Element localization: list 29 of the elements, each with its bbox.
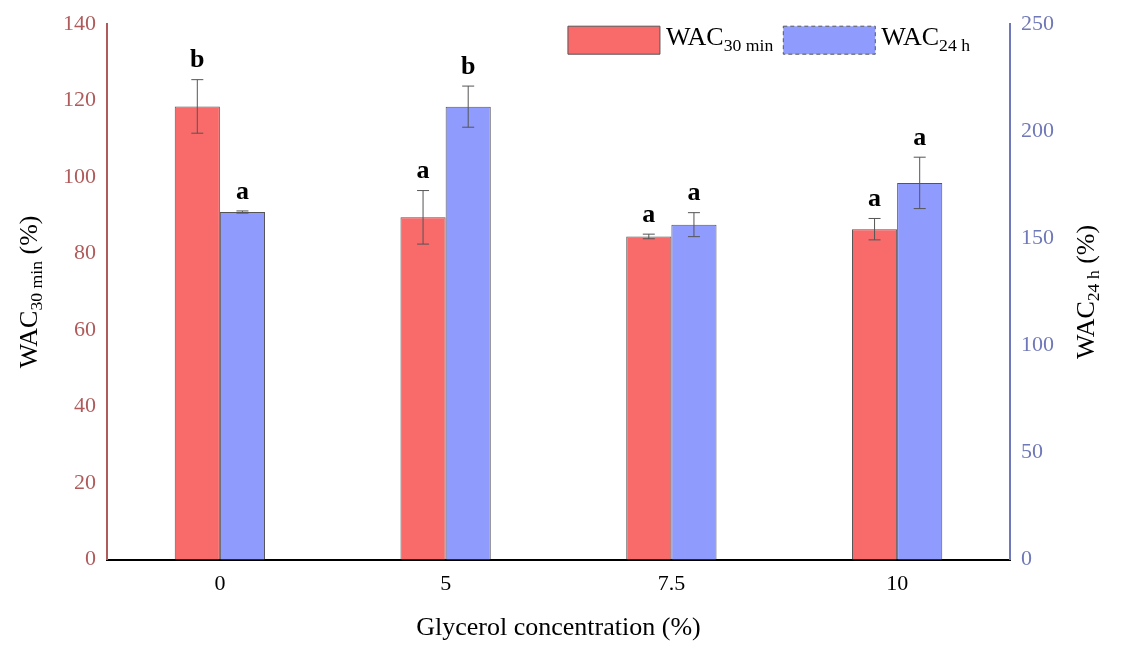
x-tick-label: 0 xyxy=(214,569,226,595)
data-label: a xyxy=(642,198,656,228)
y2-tick-label: 250 xyxy=(1021,9,1054,35)
data-label: a xyxy=(416,155,430,185)
y-tick-label: 100 xyxy=(63,162,96,188)
y-tick-label: 140 xyxy=(63,9,96,35)
data-label: a xyxy=(687,177,701,207)
y2-tick-label: 0 xyxy=(1021,545,1032,571)
x-tick-label: 10 xyxy=(886,569,909,595)
y2-tick-label: 100 xyxy=(1021,331,1054,357)
y-axis-title: WAC30 min (%) xyxy=(13,215,47,369)
y-tick-label: 0 xyxy=(85,545,96,571)
y-tick-label: 20 xyxy=(74,468,96,494)
data-label: b xyxy=(190,44,205,74)
y2-axis-title: WAC24 h (%) xyxy=(1070,224,1104,359)
y-tick-label: 80 xyxy=(74,239,96,265)
y-tick-label: 120 xyxy=(63,86,96,112)
data-label: a xyxy=(913,121,927,151)
data-label: a xyxy=(235,175,249,205)
x-tick-label: 5 xyxy=(440,569,452,595)
y2-tick-label: 50 xyxy=(1021,438,1043,464)
x-tick-label: 7.5 xyxy=(657,569,686,595)
data-label: a xyxy=(868,183,882,213)
y2-tick-label: 200 xyxy=(1021,117,1054,143)
y-tick-label: 60 xyxy=(74,315,96,341)
x-axis-title: Glycerol concentration (%) xyxy=(416,611,701,641)
y-tick-label: 40 xyxy=(74,392,96,418)
data-label: b xyxy=(460,50,476,80)
y2-tick-label: 150 xyxy=(1021,224,1054,250)
